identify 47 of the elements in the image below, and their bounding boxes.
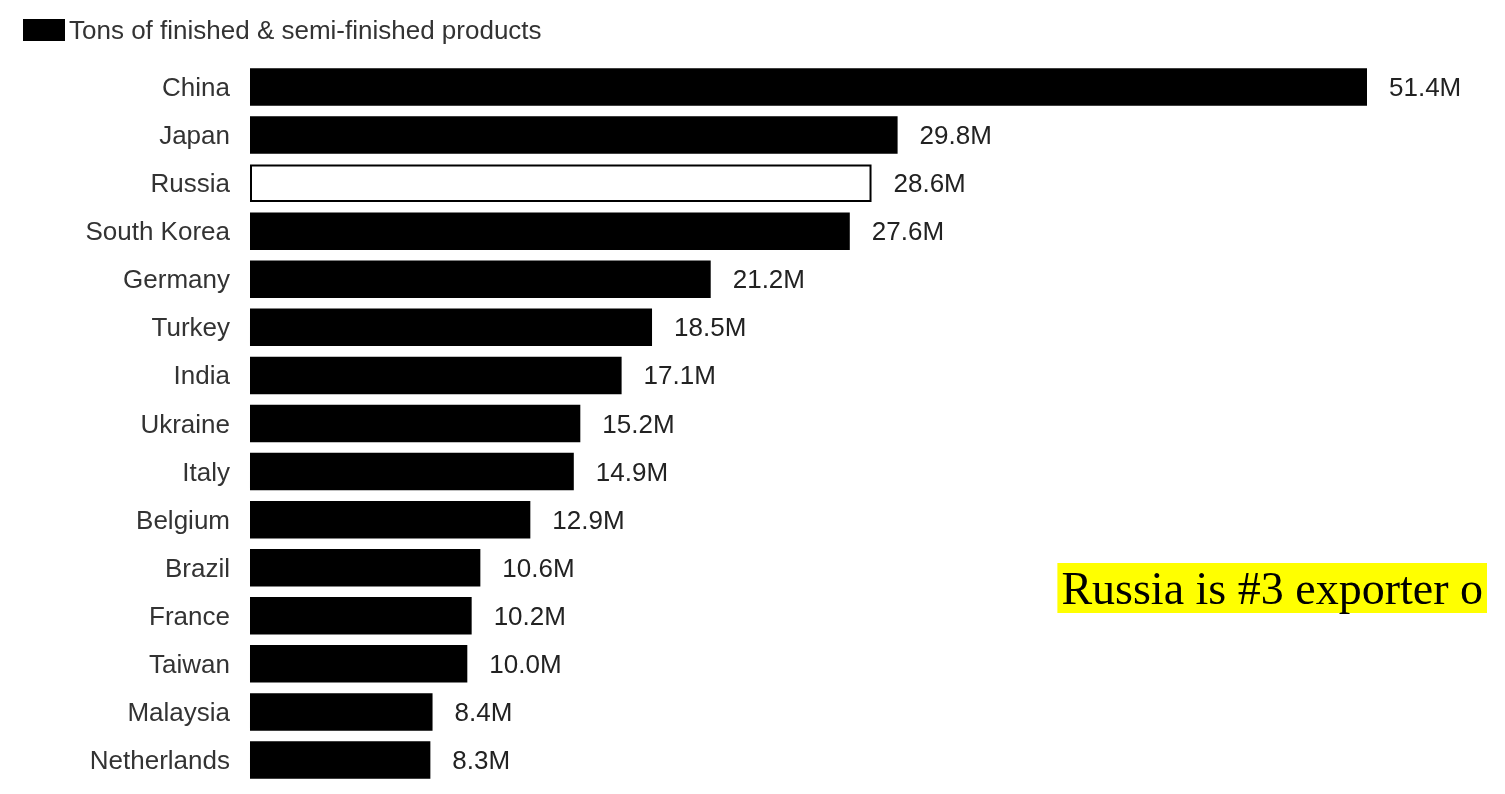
- data-label: 17.1M: [643, 360, 716, 391]
- data-label: 8.3M: [452, 744, 511, 775]
- data-label: 10.6M: [502, 552, 575, 583]
- bar: [250, 164, 872, 202]
- y-tick-label: Germany: [123, 264, 230, 295]
- annotation: Russia is #3 exporter o: [1061, 562, 1484, 614]
- bar: [250, 212, 850, 250]
- y-tick-label: Italy: [182, 456, 230, 487]
- data-label: 14.9M: [595, 456, 669, 487]
- data-label: 15.2M: [602, 408, 675, 439]
- y-tick-label: India: [173, 360, 231, 391]
- y-tick-label: Ukraine: [140, 408, 230, 439]
- legend-label: Tons of finished & semi-finished products: [69, 15, 542, 45]
- data-label: 28.6M: [893, 168, 966, 199]
- bar: [250, 308, 653, 347]
- y-tick-label: France: [149, 600, 230, 631]
- y-tick-label: Belgium: [136, 504, 230, 535]
- bar: [250, 452, 574, 491]
- data-label: 18.5M: [674, 312, 747, 343]
- bar: [250, 693, 433, 731]
- data-label: 8.4M: [454, 696, 513, 727]
- y-tick-label: Taiwan: [149, 648, 230, 679]
- y-tick-label: South Korea: [85, 216, 231, 247]
- data-label: 21.2M: [732, 264, 805, 295]
- bar: [250, 500, 531, 539]
- data-label: 10.2M: [493, 600, 566, 631]
- y-tick-label: Japan: [159, 120, 230, 151]
- data-label: 29.8M: [919, 120, 992, 151]
- y-tick-label: Malaysia: [127, 696, 231, 727]
- bar: [250, 548, 481, 587]
- y-tick-label: Russia: [150, 168, 231, 199]
- data-label: 10.0M: [489, 648, 562, 679]
- y-tick-label: Brazil: [164, 552, 230, 583]
- bar: [250, 116, 898, 154]
- bar: [250, 597, 472, 635]
- data-label: 51.4M: [1389, 72, 1462, 103]
- data-label: 27.6M: [871, 216, 945, 247]
- bar: [250, 356, 622, 395]
- y-tick-label: Turkey: [151, 312, 230, 343]
- bar: [250, 260, 711, 299]
- bar: [250, 741, 431, 779]
- y-tick-label: China: [162, 72, 231, 103]
- bar: [250, 645, 468, 683]
- bar: [250, 68, 1367, 106]
- data-label: 12.9M: [552, 504, 625, 535]
- bar: [250, 404, 581, 443]
- y-tick-label: Netherlands: [89, 744, 230, 775]
